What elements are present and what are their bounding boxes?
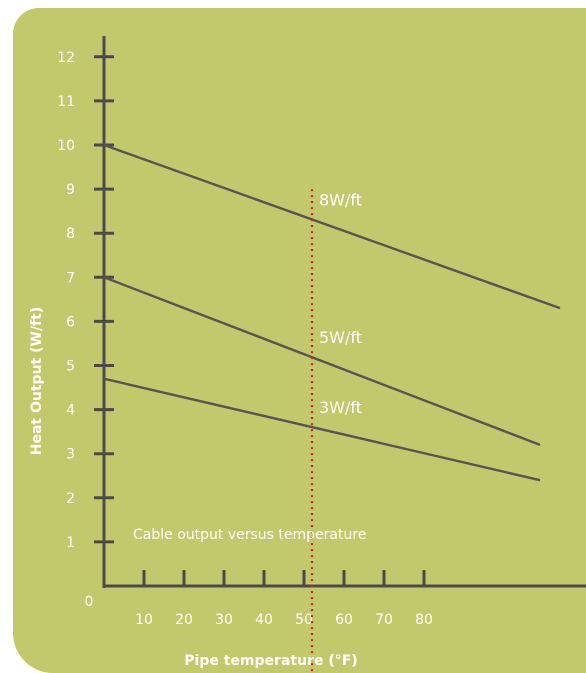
chart-panel: 1 2 3 4 5 6 7 8 9 10 11 12 10 20 30 40 50 60 70 80 8W/ft 5W…	[13, 8, 586, 673]
x-tick-label-40: 40	[255, 612, 273, 628]
y-tick-label-8: 8	[66, 226, 75, 242]
chart-annotation: Cable output versus temperature	[133, 527, 366, 543]
y-axis-title: Heat Output (W/ft)	[29, 307, 45, 455]
series-line-3w-ft	[103, 377, 541, 482]
x-tick-label-10: 10	[135, 612, 153, 628]
series-label-8w-ft: 8W/ft	[319, 190, 362, 209]
y-tick-label-9: 9	[66, 182, 75, 198]
y-tick-label-2: 2	[66, 491, 75, 507]
series-label-3w-ft: 3W/ft	[319, 398, 362, 417]
x-tick-label-20: 20	[175, 612, 193, 628]
y-tick-label-10: 10	[57, 138, 75, 154]
y-tick-label-3: 3	[66, 447, 75, 463]
y-tick-label-11: 11	[57, 94, 75, 110]
series-line-5w-ft	[103, 276, 541, 447]
x-tick-label-80: 80	[415, 612, 433, 628]
x-tick-label-30: 30	[215, 612, 233, 628]
x-axis-title: Pipe temperature (°F)	[184, 653, 357, 669]
series-line-8w-ft	[103, 143, 561, 310]
y-tick-label-7: 7	[66, 270, 75, 286]
series-label-5w-ft: 5W/ft	[319, 328, 362, 347]
y-tick-label-12: 12	[57, 50, 75, 66]
origin-label: 0	[85, 594, 94, 610]
y-tick-label-5: 5	[66, 359, 75, 375]
y-tick-label-6: 6	[66, 314, 75, 330]
x-tick-label-50: 50	[295, 612, 313, 628]
x-tick-label-60: 60	[335, 612, 353, 628]
y-tick-label-4: 4	[66, 403, 75, 419]
y-tick-label-1: 1	[66, 535, 75, 551]
x-tick-label-70: 70	[375, 612, 393, 628]
